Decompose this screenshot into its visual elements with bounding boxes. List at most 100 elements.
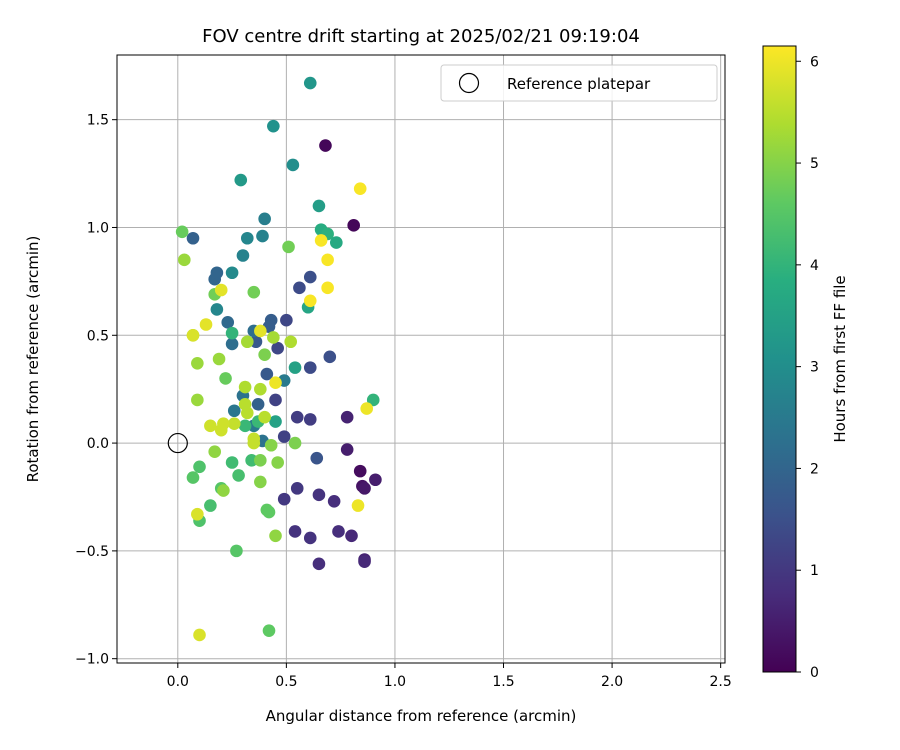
data-point xyxy=(254,454,267,467)
data-point xyxy=(282,240,295,254)
chart-title: FOV centre drift starting at 2025/02/21 … xyxy=(202,26,640,47)
legend-marker xyxy=(458,72,480,94)
y-tick-label: 0.0 xyxy=(87,436,109,452)
data-point xyxy=(312,199,326,213)
x-tick-label: 0.0 xyxy=(167,674,189,690)
legend-box xyxy=(440,64,718,102)
data-point xyxy=(204,499,217,512)
data-point xyxy=(199,318,213,331)
data-point xyxy=(221,316,235,329)
data-point xyxy=(314,234,328,247)
data-point xyxy=(277,492,291,506)
data-point xyxy=(351,499,365,512)
data-point xyxy=(247,285,261,299)
data-point xyxy=(303,270,317,284)
data-point xyxy=(340,443,354,456)
data-point xyxy=(240,335,254,349)
data-point xyxy=(303,361,317,374)
data-point xyxy=(330,236,343,249)
data-point xyxy=(269,376,282,390)
y-tick-label: 1.5 xyxy=(87,113,109,129)
data-point xyxy=(249,335,263,349)
x-tick-label: 2.0 xyxy=(601,674,623,690)
y-tick-label: −0.5 xyxy=(75,544,109,560)
data-point xyxy=(290,410,304,424)
x-tick-label: 1.0 xyxy=(384,674,406,690)
y-tick-label: 0.5 xyxy=(87,328,109,344)
data-point xyxy=(312,557,326,571)
reference-marker xyxy=(167,432,188,454)
data-point xyxy=(277,430,291,443)
x-tick-label: 1.5 xyxy=(492,674,514,690)
colorbar: 0 1 2 3 4 5 6 Hours from first FF file xyxy=(762,45,849,681)
data-point xyxy=(225,326,239,340)
data-point xyxy=(178,253,191,267)
x-tick-label: 2.5 xyxy=(710,674,732,690)
data-point xyxy=(232,469,245,482)
data-point xyxy=(269,529,282,543)
colorbar-tick-label: 3 xyxy=(810,360,819,376)
y-axis-ticks: −1.0 −0.5 0.0 0.5 1.0 1.5 xyxy=(75,113,117,668)
data-point xyxy=(212,352,226,366)
data-point xyxy=(269,415,282,428)
data-point xyxy=(240,406,254,420)
data-point xyxy=(288,525,302,538)
data-point xyxy=(258,410,271,424)
data-point xyxy=(193,460,206,474)
data-point xyxy=(214,283,228,297)
data-point xyxy=(303,76,317,90)
data-point xyxy=(271,341,284,355)
data-point xyxy=(293,281,306,295)
data-point xyxy=(238,380,252,394)
data-point xyxy=(258,348,271,361)
data-point xyxy=(225,337,239,351)
data-point xyxy=(191,393,204,407)
data-point xyxy=(360,402,374,415)
data-point xyxy=(345,529,358,543)
data-point xyxy=(369,473,382,487)
data-point xyxy=(210,303,224,316)
data-point xyxy=(186,471,200,484)
data-point xyxy=(254,382,267,396)
plot-frame xyxy=(116,54,726,664)
data-point xyxy=(204,419,217,433)
data-point xyxy=(262,624,276,637)
data-point xyxy=(238,419,252,433)
data-point xyxy=(219,372,232,385)
colorbar-tick-label: 2 xyxy=(810,461,819,477)
data-point xyxy=(227,417,241,430)
data-point xyxy=(214,423,228,437)
data-point xyxy=(319,139,332,152)
y-tick-label: −1.0 xyxy=(75,652,109,668)
data-point xyxy=(225,456,239,469)
data-point xyxy=(247,436,261,450)
data-point xyxy=(260,367,274,381)
data-point xyxy=(321,253,334,267)
data-point xyxy=(175,225,189,239)
data-point xyxy=(288,436,302,450)
reference-layer xyxy=(167,432,188,454)
data-point xyxy=(193,628,206,642)
data-point xyxy=(286,158,300,172)
data-point xyxy=(327,494,341,508)
data-point xyxy=(332,525,345,538)
data-point xyxy=(321,281,334,295)
x-axis-ticks: 0.0 0.5 1.0 1.5 2.0 2.5 xyxy=(167,663,732,690)
data-point xyxy=(340,410,354,424)
data-point xyxy=(353,182,367,195)
data-point xyxy=(208,445,222,459)
data-point xyxy=(191,357,204,370)
data-point xyxy=(186,231,200,245)
data-points xyxy=(175,76,382,642)
colorbar-tick-label: 4 xyxy=(810,258,819,274)
data-point xyxy=(210,266,224,280)
data-point xyxy=(284,335,298,349)
data-point xyxy=(280,313,293,327)
y-axis-label: Rotation from reference (arcmin) xyxy=(24,236,42,483)
data-point xyxy=(267,119,280,133)
data-point xyxy=(271,456,284,469)
data-point xyxy=(269,393,282,407)
data-point xyxy=(303,413,317,426)
data-point xyxy=(267,331,280,344)
